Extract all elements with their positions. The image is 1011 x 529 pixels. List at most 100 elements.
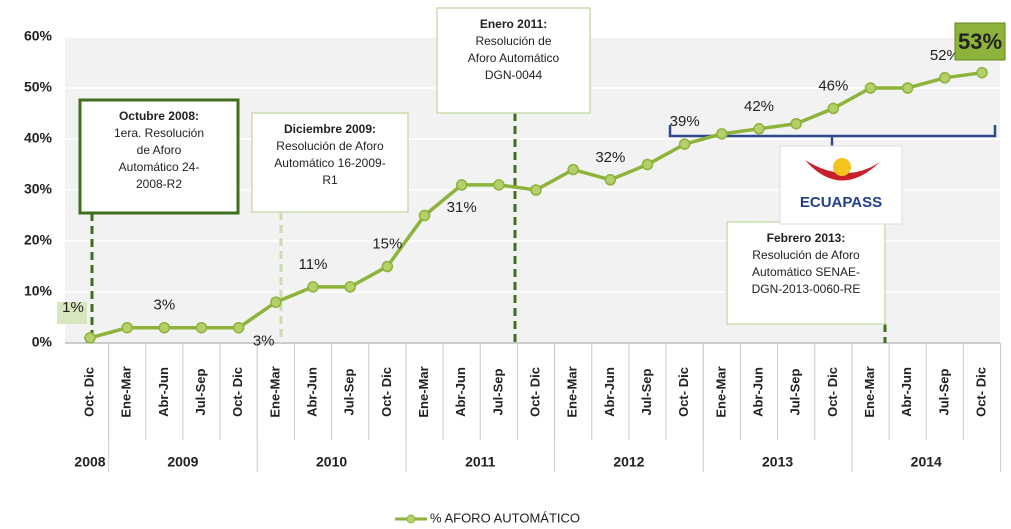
marker	[716, 128, 728, 140]
annotation-line: DGN-2013-0060-RE	[752, 282, 861, 296]
year-label: 2012	[613, 454, 644, 470]
marker	[195, 321, 208, 334]
marker	[939, 72, 951, 84]
x-tick-label: Jul-Sep	[788, 368, 803, 415]
x-tick-label: Ene-Mar	[267, 366, 282, 417]
x-tick-label: Oct- Dic	[973, 367, 988, 417]
year-label: 2011	[465, 454, 496, 470]
logo-sun	[833, 158, 851, 176]
marker	[604, 174, 617, 186]
annotation-line: 2008-R2	[136, 177, 182, 191]
y-tick-label: 10%	[24, 283, 53, 299]
marker	[790, 117, 802, 130]
x-tick-label: Ene-Mar	[416, 366, 431, 417]
annotation-box	[436, 7, 591, 114]
x-tick-label: Oct- Dic	[379, 367, 394, 417]
data-label: 52%	[930, 47, 960, 64]
x-tick-label: Jul-Sep	[490, 368, 505, 415]
data-label: 39%	[670, 113, 700, 130]
marker	[232, 321, 245, 334]
data-label: 11%	[299, 256, 328, 273]
x-tick-label: Oct- Dic	[230, 367, 245, 417]
marker	[158, 321, 171, 334]
data-label: 3%	[153, 297, 175, 314]
marker	[344, 281, 356, 293]
x-tick-label: Ene-Mar	[862, 366, 877, 417]
marker	[641, 158, 654, 171]
x-tick-label: Oct- Dic	[527, 367, 542, 417]
x-tick-label: Oct- Dic	[81, 367, 96, 417]
logo-mark	[805, 160, 880, 181]
annotation-line: de Aforo	[137, 143, 182, 157]
x-tick-label: Jul-Sep	[342, 368, 357, 415]
marker	[381, 260, 394, 273]
x-tick-label: Jul-Sep	[193, 368, 208, 415]
annotation-box	[251, 112, 409, 213]
y-tick-label: 50%	[24, 79, 53, 95]
annotation-line: Resolución de Aforo	[752, 248, 860, 262]
marker	[567, 163, 579, 176]
marker	[753, 123, 765, 135]
annotation-line: R1	[322, 173, 338, 187]
data-label: 42%	[744, 98, 774, 115]
marker	[418, 209, 431, 222]
marker	[530, 184, 542, 196]
annotation-line: 1era. Resolución	[114, 126, 204, 140]
year-label: 2014	[911, 454, 942, 470]
marker	[678, 138, 691, 150]
y-tick-label: 20%	[24, 232, 53, 248]
y-tick-label: 0%	[32, 334, 53, 350]
data-label: 32%	[595, 149, 625, 166]
annotation-line: Automático 16-2009-	[274, 156, 385, 170]
x-tick-label: Abr-Jun	[750, 367, 765, 417]
x-tick-label: Oct- Dic	[825, 367, 840, 417]
y-tick-label: 40%	[24, 130, 53, 146]
x-tick-label: Abr-Jun	[304, 367, 319, 417]
x-tick-label: Ene-Mar	[713, 366, 728, 417]
year-label: 2008	[74, 454, 105, 470]
annotation-line: Aforo Automático	[468, 51, 560, 65]
x-tick-label: Jul-Sep	[936, 368, 951, 415]
annotation-title: Enero 2011:	[480, 17, 547, 31]
marker	[864, 82, 877, 94]
year-label: 2009	[167, 454, 198, 470]
x-tick-label: Abr-Jun	[453, 367, 468, 417]
x-tick-label: Ene-Mar	[565, 366, 580, 417]
marker	[84, 332, 96, 344]
data-label: 1%	[62, 299, 84, 316]
data-label: 53%	[958, 29, 1002, 54]
logo-box	[779, 145, 903, 225]
annotation-line: Resolución de	[475, 34, 551, 48]
marker	[307, 281, 319, 293]
legend-label: % AFORO AUTOMÁTICO	[430, 510, 580, 525]
x-tick-label: Abr-Jun	[899, 367, 914, 417]
annotation-title: Febrero 2013:	[767, 231, 846, 245]
data-label: 46%	[818, 77, 848, 94]
brace	[668, 125, 997, 146]
marker	[976, 66, 988, 79]
marker	[270, 296, 282, 308]
marker	[455, 179, 468, 191]
logo-text: ECUAPASS	[800, 194, 882, 211]
marker	[827, 102, 840, 115]
annotation-line: Automático SENAE-	[752, 265, 860, 279]
annotation-box	[726, 221, 886, 325]
annotation-title: Octubre 2008:	[119, 109, 199, 123]
marker	[121, 321, 133, 334]
year-label: 2013	[762, 454, 793, 470]
y-tick-label: 30%	[24, 181, 53, 197]
legend-marker	[406, 514, 416, 524]
x-tick-label: Abr-Jun	[602, 367, 617, 417]
x-tick-label: Abr-Jun	[156, 367, 171, 417]
x-tick-label: Ene-Mar	[119, 366, 134, 417]
x-tick-label: Jul-Sep	[639, 368, 654, 415]
year-label: 2010	[316, 454, 347, 470]
annotation-line: Resolución de Aforo	[276, 139, 384, 153]
data-label: 31%	[447, 199, 477, 216]
y-tick-label: 60%	[24, 28, 53, 44]
annotation-box	[78, 98, 240, 215]
marker	[493, 179, 505, 191]
annotation-line: Automático 24-	[119, 160, 200, 174]
